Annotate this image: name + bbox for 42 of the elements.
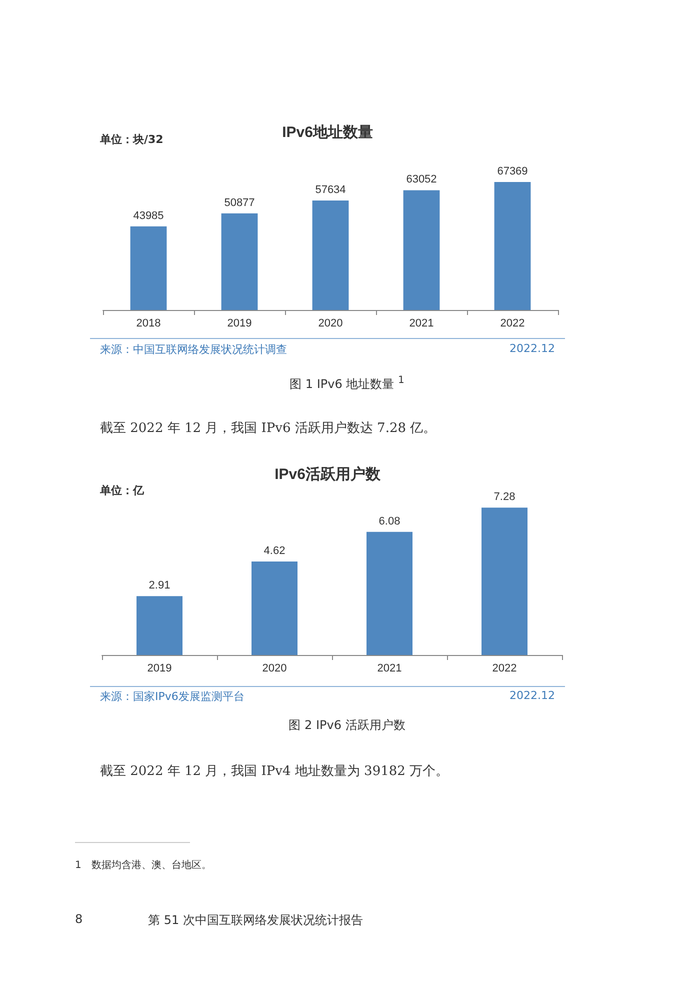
data-label: 7.28: [494, 491, 516, 504]
bar: [136, 596, 182, 655]
source-note: 来源：中国互联网络发展状况统计调查: [100, 342, 287, 357]
text: 截至 2022 年 12 月，我国 IPv6 活跃用户数达 7.28 亿。: [100, 420, 436, 437]
text: 单位：块/32: [100, 132, 164, 147]
bar: [221, 213, 258, 310]
data-label: 67369: [497, 166, 528, 178]
bar: [312, 200, 349, 310]
text: 2022.12: [510, 342, 555, 355]
x-tick-label: 2021: [377, 662, 402, 674]
chart-title: IPv6地址数量: [282, 124, 373, 141]
x-tick-label: 2021: [409, 318, 434, 330]
x-tick-label: 2022: [500, 318, 525, 330]
text: 第 51 次中国互联网络发展状况统计报告: [148, 912, 363, 929]
data-label: 50877: [224, 196, 255, 209]
caption: 图 2 IPv6 活跃用户数: [288, 717, 406, 734]
data-label: 57634: [315, 184, 346, 196]
data-label: 2.91: [148, 580, 170, 592]
bar: [482, 508, 528, 655]
bar: [403, 190, 440, 310]
source-note: 来源：国家IPv6发展监测平台: [100, 689, 244, 704]
x-tick-label: 2019: [147, 662, 172, 674]
data-label: 6.08: [378, 515, 400, 528]
bar: [494, 182, 531, 310]
text: 2022.12: [510, 689, 555, 702]
text: 1 数据均含港、澳、台地区。: [75, 858, 212, 872]
text: 截至 2022 年 12 月，我国 IPv4 地址数量为 39182 万个。: [100, 763, 449, 780]
text: 8: [75, 912, 83, 926]
x-tick-label: 2022: [492, 662, 517, 674]
bar: [366, 532, 412, 655]
x-tick-label: 2020: [262, 662, 287, 674]
x-tick-label: 2019: [227, 318, 252, 330]
x-tick-label: 2020: [318, 318, 343, 330]
caption: 图 1 IPv6 地址数量 $^{1}$: [290, 375, 404, 393]
bar: [252, 561, 298, 655]
data-label: 43985: [133, 210, 164, 222]
chart-title: IPv6活跃用户数: [274, 465, 382, 483]
x-tick-label: 2018: [136, 318, 161, 330]
data-label: 4.62: [264, 544, 286, 557]
bar: [130, 226, 167, 310]
text: 单位：亿: [100, 483, 144, 498]
data-label: 63052: [406, 174, 437, 186]
